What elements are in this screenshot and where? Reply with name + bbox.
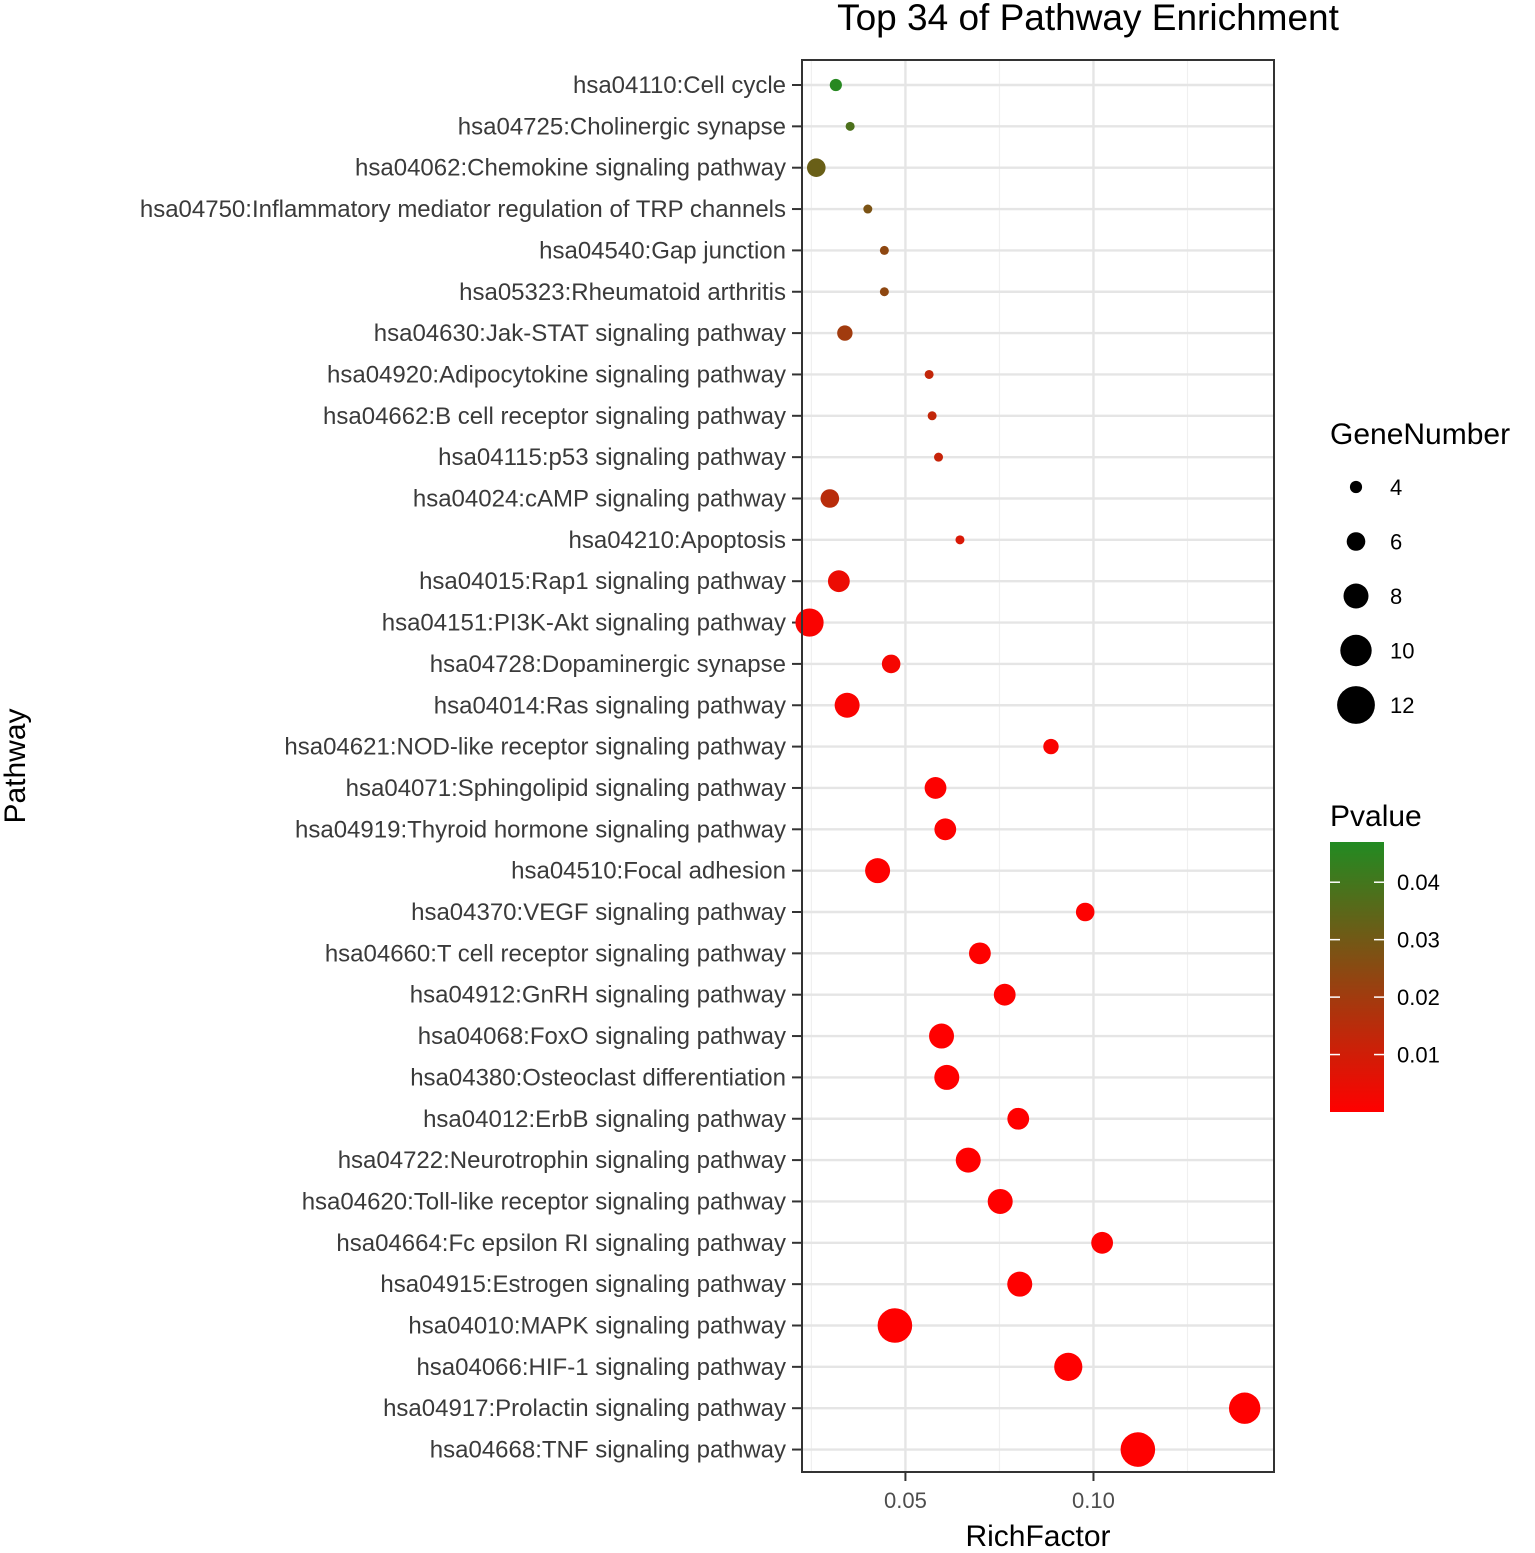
data-point — [1075, 902, 1095, 922]
data-point — [863, 204, 873, 214]
pathway-label: hsa05323:Rheumatoid arthritis — [459, 279, 786, 306]
pathway-label: hsa04912:GnRH signaling pathway — [410, 982, 786, 1009]
pathway-label: hsa04066:HIF-1 signaling pathway — [416, 1354, 786, 1381]
data-point — [845, 121, 855, 131]
data-point — [987, 1188, 1013, 1214]
size-legend-label: 8 — [1390, 584, 1402, 609]
pathway-label: hsa04668:TNF signaling pathway — [430, 1437, 786, 1464]
grid-lines — [802, 60, 1274, 1472]
data-point — [934, 452, 944, 462]
data-point — [806, 158, 826, 177]
colorbar-label: 0.04 — [1397, 870, 1440, 895]
pathway-label: hsa04012:ErbB signaling pathway — [423, 1106, 786, 1133]
size-legend-key — [1340, 634, 1372, 667]
data-points — [795, 78, 1261, 1467]
pathway-label: hsa04540:Gap junction — [539, 237, 786, 264]
colorbar-label: 0.02 — [1397, 985, 1440, 1010]
size-legend: 4 6 8 10 12 — [1337, 475, 1414, 724]
data-point — [934, 1064, 960, 1090]
data-point — [834, 692, 860, 718]
data-point — [1043, 738, 1059, 755]
data-point — [1007, 1107, 1030, 1130]
pathway-label: hsa04370:VEGF signaling pathway — [411, 899, 786, 926]
data-point — [837, 325, 853, 341]
x-axis: 0.05 0.10 — [884, 1472, 1115, 1513]
pathway-label: hsa04630:Jak-STAT signaling pathway — [374, 320, 786, 347]
data-point — [927, 411, 937, 421]
color-legend-ticks: 0.04 0.03 0.02 0.01 — [1330, 870, 1440, 1068]
data-point — [1054, 1352, 1083, 1381]
x-tick-label: 0.10 — [1072, 1488, 1115, 1513]
pathway-label: hsa04151:PI3K-Akt signaling pathway — [382, 610, 786, 637]
data-point — [924, 777, 947, 799]
data-point — [881, 654, 901, 674]
pathway-label: hsa04062:Chemokine signaling pathway — [355, 155, 786, 182]
data-point — [934, 818, 957, 841]
plot-panel — [802, 60, 1274, 1472]
data-point — [1007, 1271, 1033, 1297]
colorbar-label: 0.01 — [1397, 1043, 1440, 1068]
pathway-label: hsa04380:Osteoclast differentiation — [410, 1064, 786, 1091]
size-legend-key — [1349, 480, 1363, 494]
data-point — [879, 245, 889, 255]
size-legend-key — [1343, 583, 1369, 609]
data-point — [795, 608, 824, 637]
size-legend-title: GeneNumber — [1330, 418, 1510, 451]
x-axis-title: RichFactor — [965, 1520, 1110, 1553]
data-point — [827, 570, 850, 593]
x-tick-label: 0.05 — [884, 1488, 927, 1513]
data-point — [865, 858, 891, 884]
data-point — [968, 942, 991, 965]
size-legend-label: 4 — [1390, 475, 1402, 500]
pathway-label: hsa04660:T cell receptor signaling pathw… — [325, 940, 786, 967]
size-legend-label: 12 — [1390, 693, 1414, 718]
data-point — [1228, 1392, 1261, 1424]
size-legend-key — [1337, 686, 1375, 724]
pathway-label: hsa04015:Rap1 signaling pathway — [419, 568, 786, 595]
pathway-label: hsa04725:Cholinergic synapse — [458, 113, 786, 140]
pathway-label: hsa04662:B cell receptor signaling pathw… — [323, 403, 786, 430]
pathway-label: hsa04722:Neurotrophin signaling pathway — [338, 1147, 786, 1174]
data-point — [924, 369, 934, 379]
color-legend-title: Pvalue — [1330, 800, 1422, 833]
plot-border — [801, 59, 1275, 1473]
data-point — [1120, 1432, 1156, 1467]
y-axis-categories: hsa04110:Cell cycle hsa04725:Cholinergic … — [140, 72, 802, 1464]
pathway-label: hsa04010:MAPK signaling pathway — [408, 1313, 786, 1340]
pathway-label: hsa04750:Inflammatory mediator regulatio… — [140, 196, 786, 223]
pathway-label: hsa04915:Estrogen signaling pathway — [380, 1271, 786, 1298]
pathway-label: hsa04620:Toll-like receptor signaling pa… — [302, 1188, 786, 1215]
data-point — [877, 1308, 913, 1343]
data-point — [1091, 1231, 1114, 1254]
pathway-label: hsa04728:Dopaminergic synapse — [430, 651, 786, 678]
chart-title: Top 34 of Pathway Enrichment — [837, 0, 1340, 38]
pathway-label: hsa04920:Adipocytokine signaling pathway — [327, 361, 786, 388]
data-point — [929, 1023, 955, 1049]
size-legend-key — [1346, 532, 1366, 551]
data-point — [955, 1147, 981, 1173]
pathway-label: hsa04919:Thyroid hormone signaling pathw… — [295, 816, 786, 843]
data-point — [955, 535, 965, 545]
pathway-label: hsa04115:p53 signaling pathway — [438, 444, 786, 471]
pathway-label: hsa04917:Prolactin signaling pathway — [383, 1395, 786, 1422]
size-legend-label: 10 — [1390, 639, 1414, 664]
pathway-label: hsa04024:cAMP signaling pathway — [413, 486, 786, 513]
pvalue-colorbar — [1330, 842, 1384, 1112]
data-point — [820, 489, 840, 508]
y-axis-title: Pathway — [0, 708, 32, 823]
pathway-label: hsa04664:Fc epsilon RI signaling pathway — [336, 1230, 786, 1257]
pathway-label: hsa04210:Apoptosis — [569, 527, 787, 554]
pathway-label: hsa04068:FoxO signaling pathway — [418, 1023, 786, 1050]
pathway-label: hsa04510:Focal adhesion — [511, 858, 786, 885]
pathway-label: hsa04071:Sphingolipid signaling pathway — [346, 775, 786, 802]
data-point — [829, 78, 842, 92]
size-legend-label: 6 — [1390, 530, 1402, 555]
pathway-label: hsa04621:NOD-like receptor signaling pat… — [284, 734, 786, 761]
colorbar-label: 0.03 — [1397, 928, 1440, 953]
pathway-label: hsa04110:Cell cycle — [573, 72, 786, 99]
data-point — [879, 287, 889, 297]
data-point — [993, 983, 1016, 1006]
pathway-label: hsa04014:Ras signaling pathway — [434, 692, 786, 719]
